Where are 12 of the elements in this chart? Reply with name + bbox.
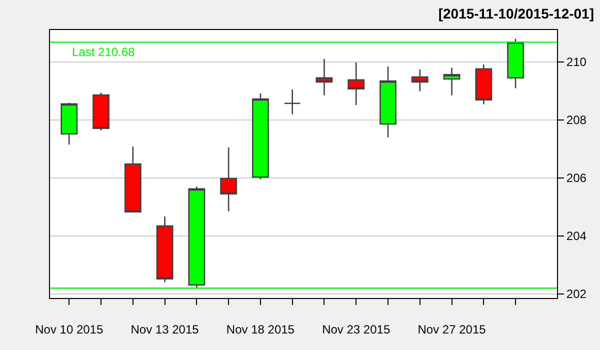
x-tick-label: Nov 23 2015 bbox=[322, 322, 390, 336]
x-tick-label: Nov 10 2015 bbox=[35, 322, 104, 336]
x-tick-label: Nov 18 2015 bbox=[226, 322, 295, 336]
y-tick-label: 204 bbox=[566, 229, 587, 244]
chart-title: [2015-11-10/2015-12-01] bbox=[438, 6, 594, 22]
y-tick-label: 202 bbox=[566, 287, 587, 302]
x-tick-label: Nov 27 2015 bbox=[418, 322, 486, 336]
y-tick-label: 208 bbox=[566, 113, 587, 128]
y-tick-label: 210 bbox=[566, 55, 587, 70]
x-tick-label: Nov 13 2015 bbox=[130, 322, 200, 336]
y-tick-label: 206 bbox=[566, 171, 587, 186]
ref-line-label: Last 210.68 bbox=[72, 45, 136, 59]
